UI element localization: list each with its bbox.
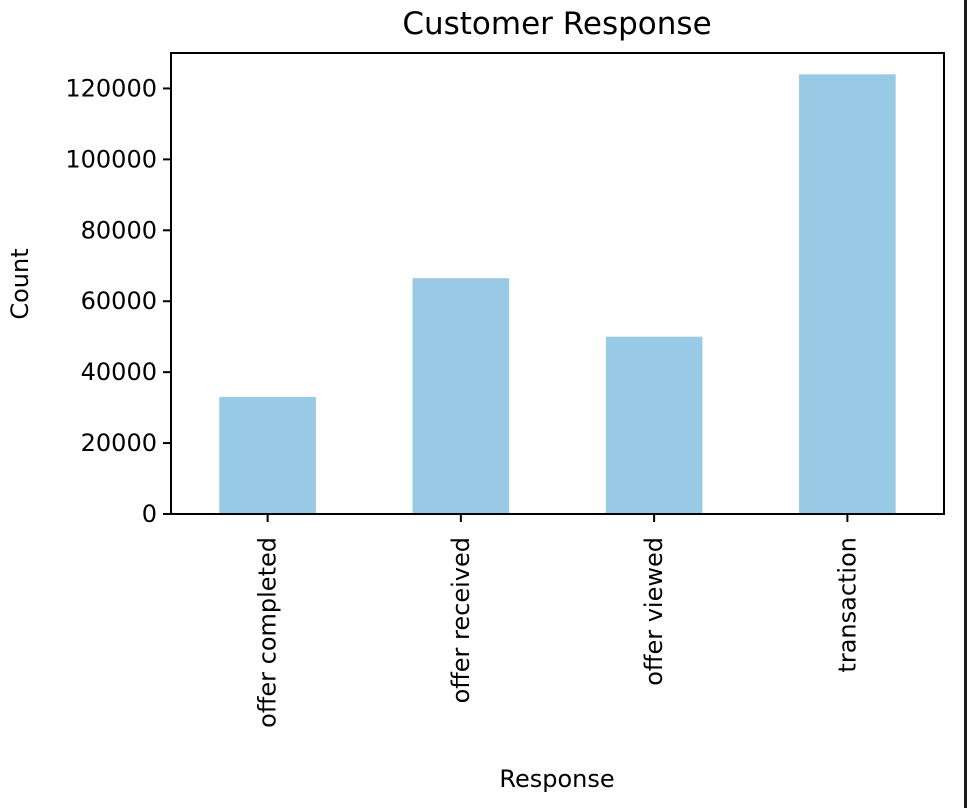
y-axis-ticks: 0 20000 40000 60000 80000 100000 120000 <box>65 74 171 528</box>
x-tick-label: offer completed <box>254 537 282 728</box>
y-tick-label: 40000 <box>81 358 157 386</box>
y-tick-label: 120000 <box>65 74 157 102</box>
bar <box>412 278 510 514</box>
x-tick-label: offer viewed <box>640 537 668 686</box>
y-tick-label: 60000 <box>81 287 157 315</box>
x-axis-ticks: offer completed offer received offer viewe… <box>254 514 861 728</box>
window-edge <box>964 0 967 808</box>
bar <box>605 336 703 514</box>
y-tick-label: 80000 <box>81 216 157 244</box>
bars-group <box>219 74 896 515</box>
x-tick-label: offer received <box>447 537 475 703</box>
y-axis-label: Count <box>6 248 34 319</box>
bar <box>799 74 896 515</box>
y-tick-label: 20000 <box>81 429 157 457</box>
x-axis-label: Response <box>499 765 614 793</box>
chart-title: Customer Response <box>402 6 711 42</box>
y-tick-label: 100000 <box>65 145 157 173</box>
y-tick-label: 0 <box>142 500 157 528</box>
x-tick-label: transaction <box>833 537 861 673</box>
plot-frame <box>170 52 945 515</box>
bar <box>219 396 316 514</box>
